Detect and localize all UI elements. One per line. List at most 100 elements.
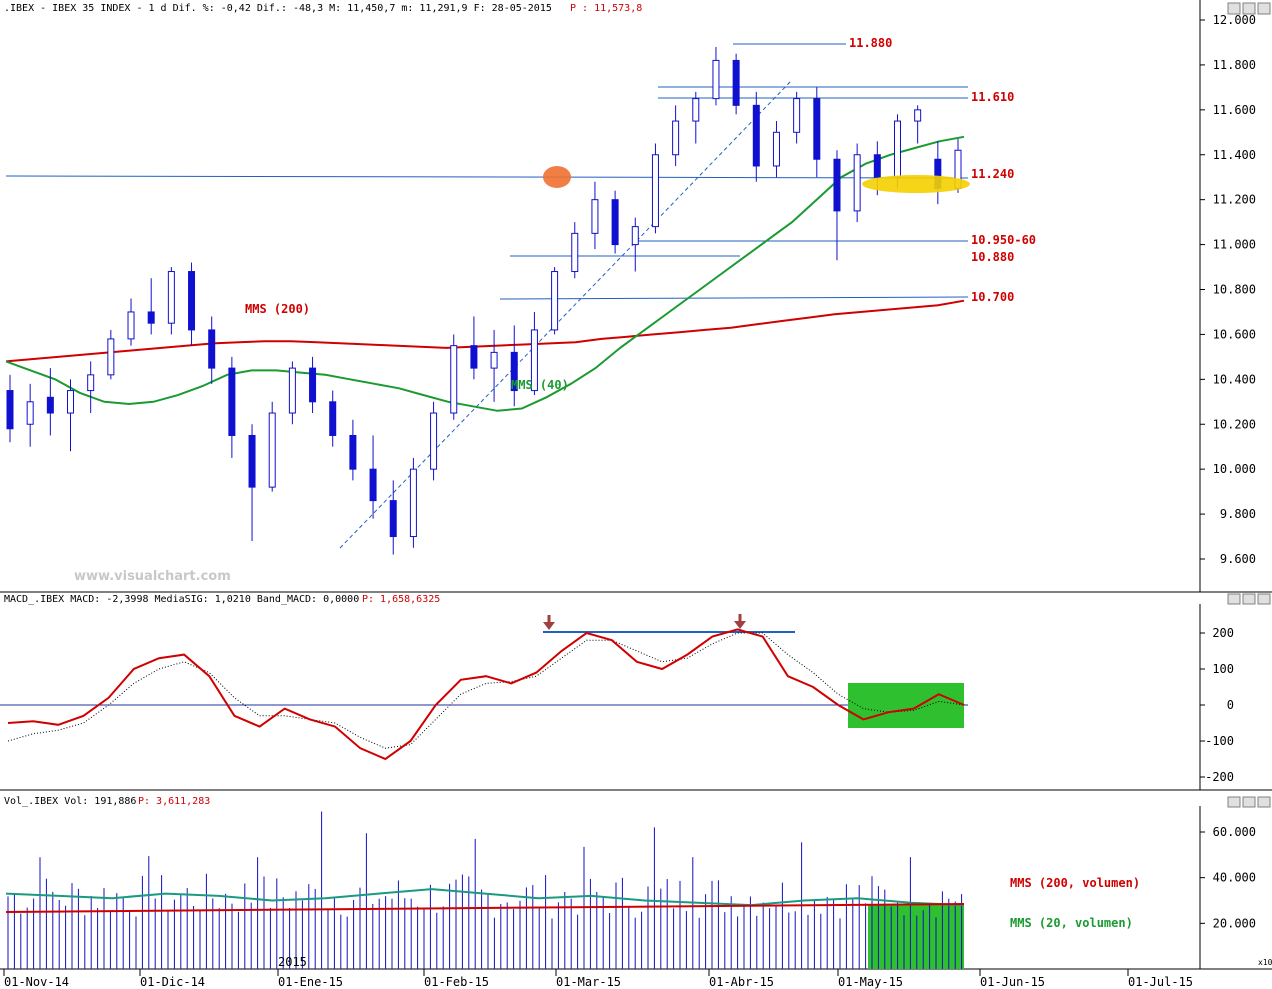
volume-tick-label: 40.000 — [1213, 871, 1256, 885]
macd-close-button[interactable] — [1257, 593, 1271, 605]
price-tick-label: 11.400 — [1213, 148, 1256, 162]
price-tick-label: 10.600 — [1213, 327, 1256, 341]
macd-tick-label: 200 — [1212, 626, 1234, 640]
candle — [349, 419, 357, 481]
volume-window-buttons — [1227, 796, 1271, 808]
candle-body-up — [87, 374, 95, 392]
candle — [430, 401, 438, 481]
candle-body-up — [651, 154, 659, 228]
volume-tick-label: 60.000 — [1213, 825, 1256, 839]
candle-body-up — [67, 390, 75, 414]
price-tick-label: 10.800 — [1213, 283, 1256, 297]
volume-avg20-polyline — [5, 888, 965, 907]
candle — [651, 143, 659, 234]
minimize-button[interactable] — [1227, 2, 1241, 15]
price-tick-label: 10.400 — [1213, 372, 1256, 386]
volume-tick-label: 20.000 — [1213, 916, 1256, 930]
level-label-10700: 10.700 — [971, 290, 1014, 304]
x-tick-label: 01-May-15 — [838, 975, 903, 989]
uptrend-line — [339, 79, 793, 549]
level-label-10950: 10.950-60 — [971, 233, 1036, 247]
level-label-10880: 10.880 — [971, 250, 1014, 264]
candle — [188, 262, 196, 346]
candle-body-up — [26, 401, 34, 425]
candle — [288, 361, 296, 425]
candle — [329, 390, 337, 447]
support-highlight-ellipse — [862, 175, 970, 193]
macd-minimize-button[interactable] — [1227, 593, 1241, 605]
candle — [167, 267, 175, 335]
candle — [369, 435, 377, 519]
volume-avg20-line — [5, 888, 965, 907]
candle-body-up — [551, 271, 559, 331]
macd-window-buttons — [1227, 593, 1271, 605]
candle — [26, 383, 34, 447]
level-line-10700 — [499, 296, 969, 300]
candle-body-up — [772, 131, 780, 167]
volume-highlight-box — [868, 905, 964, 969]
price-panel-window-buttons — [1227, 2, 1271, 15]
price-tick-label: 11.000 — [1213, 238, 1256, 252]
candle-body-down — [369, 468, 377, 502]
macd-header-price: P: 1,658,6325 — [362, 594, 440, 605]
candle — [107, 329, 115, 380]
candle — [208, 316, 216, 384]
candle-body-down — [833, 158, 841, 212]
candle-body-up — [268, 412, 276, 488]
volume-close-button[interactable] — [1257, 796, 1271, 808]
candle-body-up — [430, 412, 438, 470]
candle-body-down — [349, 434, 357, 470]
volume-maximize-button[interactable] — [1242, 796, 1256, 808]
volume-avg200-line — [5, 903, 965, 913]
candle-body-up — [692, 98, 700, 122]
candle-body-up — [591, 199, 599, 234]
candle-body-up — [450, 345, 458, 414]
volume-panel: Vol_.IBEX Vol: 191,886 P: 3,611,283 60.0… — [0, 796, 1272, 970]
mms200-line — [5, 299, 965, 363]
candle — [934, 141, 942, 205]
x-tick-label: 01-Ene-15 — [278, 975, 343, 989]
mms40-line — [5, 135, 965, 412]
level-label-11610: 11.610 — [971, 90, 1014, 104]
candle — [611, 190, 619, 254]
candlesticks — [6, 46, 962, 555]
x-tick-label: 01-Abr-15 — [709, 975, 774, 989]
volume-minimize-button[interactable] — [1227, 796, 1241, 808]
candle-body-down — [732, 59, 740, 106]
candle — [309, 356, 317, 414]
macd-tick-label: 0 — [1227, 698, 1234, 712]
volume-tick-labels: 60.000 40.000 20.000 — [1200, 825, 1256, 930]
candle-body-down — [873, 154, 881, 178]
mms40-polyline — [5, 135, 965, 412]
macd-signal-line — [7, 632, 965, 749]
candle — [793, 91, 801, 144]
candle — [87, 361, 95, 414]
x-tick-label: 01-Jul-15 — [1128, 975, 1193, 989]
macd-tick-label: -100 — [1205, 734, 1234, 748]
macd-maximize-button[interactable] — [1242, 593, 1256, 605]
price-tick-label: 9.600 — [1220, 552, 1256, 566]
volume-header: Vol_.IBEX Vol: 191,886 — [4, 796, 136, 807]
candle — [248, 424, 256, 542]
candle — [228, 356, 236, 458]
candle-body-up — [530, 329, 538, 392]
candle-body-down — [329, 401, 337, 436]
macd-signal-polyline — [7, 632, 965, 749]
level-line-11240 — [5, 175, 969, 179]
volume-avg20-label: MMS (20, volumen) — [1010, 916, 1133, 930]
candle-body-up — [893, 120, 901, 178]
candle — [692, 91, 700, 144]
price-tick-labels: 12.000 11.800 11.600 11.400 11.200 11.000 10.8… — [1200, 13, 1256, 566]
close-button[interactable] — [1257, 2, 1271, 15]
candle-body-up — [490, 351, 498, 369]
level-label-11880: 11.880 — [849, 36, 892, 50]
candle — [67, 379, 75, 452]
maximize-button[interactable] — [1242, 2, 1256, 15]
candle — [752, 91, 760, 182]
x-tick-label: 01-Dic-14 — [140, 975, 205, 989]
price-tick-label: 12.000 — [1213, 13, 1256, 27]
candle-body-down — [228, 367, 236, 436]
candle — [672, 105, 680, 166]
candle-body-down — [611, 199, 619, 246]
macd-arrow-2 — [734, 614, 746, 629]
